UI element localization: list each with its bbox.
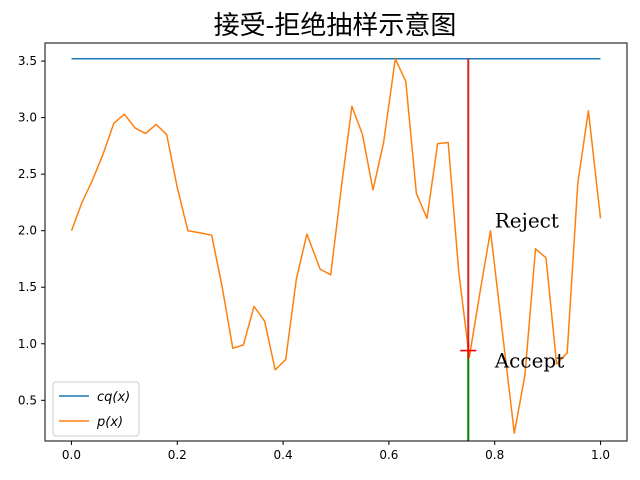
legend-label-p: p(x) bbox=[96, 415, 123, 430]
legend: cq(x) p(x) bbox=[52, 381, 140, 437]
x-tick-label: 0.2 bbox=[168, 448, 187, 462]
x-tick-label: 0.8 bbox=[485, 448, 504, 462]
annotation-reject: Reject bbox=[495, 208, 559, 232]
y-tick-label: 2.5 bbox=[18, 167, 37, 181]
x-tick-label: 1.0 bbox=[591, 448, 610, 462]
x-tick-label: 0.4 bbox=[274, 448, 293, 462]
x-tick-label: 0.0 bbox=[62, 448, 81, 462]
y-tick-label: 1.5 bbox=[18, 280, 37, 294]
y-tick-label: 1.0 bbox=[18, 337, 37, 351]
plot-frame bbox=[44, 42, 628, 442]
annotation-layer: Reject Accept bbox=[494, 208, 565, 372]
y-tick-label: 2.0 bbox=[18, 224, 37, 238]
series-line-1 bbox=[70, 58, 602, 434]
legend-label-cq: cq(x) bbox=[97, 390, 130, 405]
marker-layer bbox=[460, 58, 477, 441]
y-tick-label: 3.5 bbox=[18, 54, 37, 68]
x-axis: 0.0 0.2 0.4 0.6 0.8 1.0 bbox=[62, 441, 610, 462]
plot-area bbox=[45, 43, 627, 441]
chart-title: 接受-拒绝抽样示意图 bbox=[214, 11, 457, 41]
sample-marker bbox=[460, 342, 477, 359]
y-tick-label: 0.5 bbox=[18, 393, 37, 407]
y-tick-label: 3.0 bbox=[18, 111, 37, 125]
annotation-accept: Accept bbox=[494, 349, 565, 373]
x-tick-label: 0.6 bbox=[379, 448, 398, 462]
series-layer bbox=[70, 58, 602, 434]
y-axis: 0.5 1.0 1.5 2.0 2.5 3.0 3.5 bbox=[18, 54, 45, 407]
